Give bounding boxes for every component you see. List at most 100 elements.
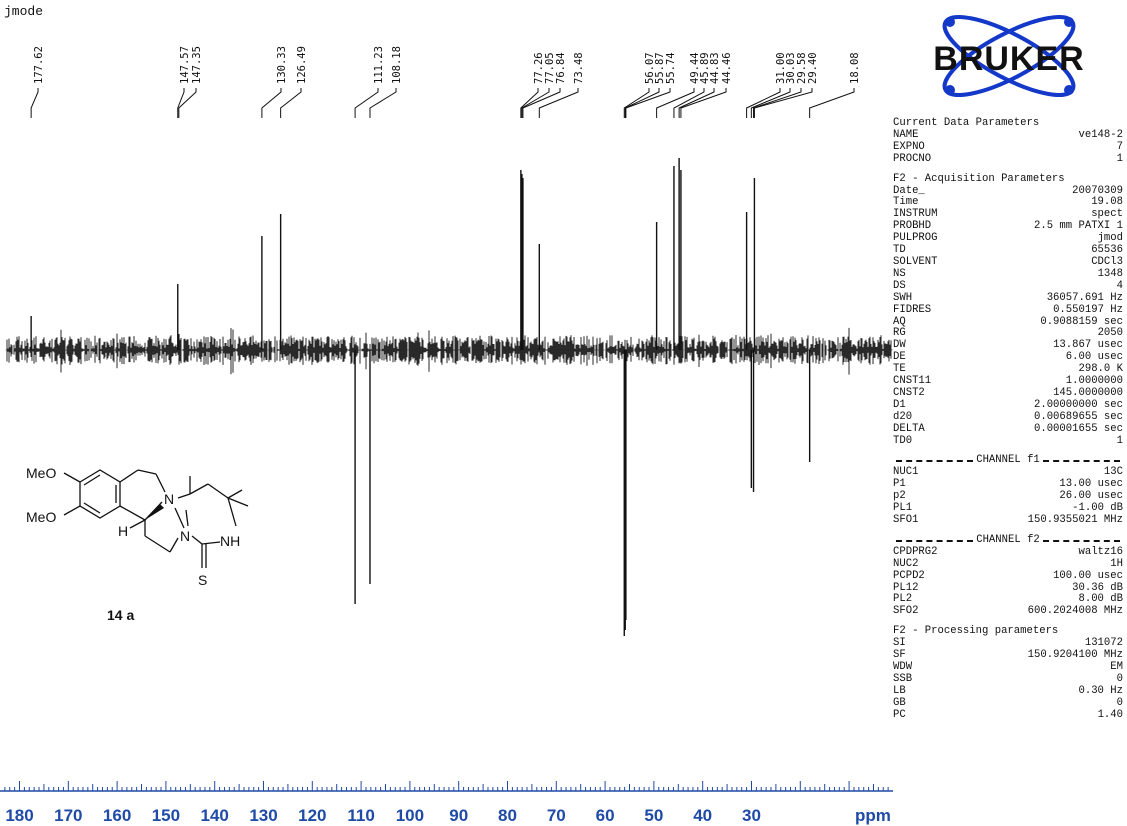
acquisition-param-row: PULPROG jmod — [893, 232, 1123, 245]
peak-connector-22 — [809, 88, 855, 118]
peak-label-7: 77.26 — [533, 52, 545, 84]
nitrogen-label-2: N — [180, 528, 190, 544]
nh-label: NH — [220, 533, 240, 549]
acquisition-param-row: TE 298.0 K — [893, 363, 1123, 376]
x-axis: 180 170 160 150 140 130 120 110 100 90 80 70 60 50 40 3… — [0, 781, 893, 824]
processing-param-row: SF 150.9204100 MHz — [893, 649, 1123, 662]
acquisition-param-row: AQ 0.9088159 sec — [893, 315, 1123, 328]
processing-param-row: LB 0.30 Hz — [893, 684, 1123, 697]
x-tick-label: 50 — [644, 806, 663, 824]
peak-label-20: 29.58 — [796, 52, 808, 84]
compound-label: 14 a — [107, 607, 135, 623]
peak-connector-11 — [623, 88, 650, 118]
peak-connector-20 — [753, 88, 802, 118]
peak-label-15: 45.89 — [699, 52, 711, 84]
peak-label-18: 31.00 — [775, 52, 787, 84]
acquisition-param-row: DE 6.00 usec — [893, 351, 1123, 364]
peak-label-12: 55.87 — [654, 52, 666, 84]
peak-connector-19 — [750, 88, 791, 118]
noise-trace — [5, 327, 893, 375]
peak-connector-4 — [280, 88, 302, 118]
peak-label-22: 18.08 — [849, 52, 861, 84]
peak-connector-1 — [177, 88, 185, 118]
peak-label-3: 130.33 — [276, 46, 288, 84]
x-tick-label: 160 — [103, 806, 131, 824]
channel-f1-param-row: PL1 -1.00 dB — [893, 502, 1123, 515]
channel-f2-param-row: NUC2 1H — [893, 557, 1123, 570]
channel-f2-param-row: PL2 8.00 dB — [893, 593, 1123, 606]
peak-label-11: 56.07 — [644, 52, 656, 84]
channel-f1-param-row: NUC1 13C — [893, 466, 1123, 479]
x-tick-label: 40 — [693, 806, 712, 824]
acquisition-param-row: D1 2.00000000 sec — [893, 398, 1123, 411]
x-tick-label: 150 — [152, 806, 180, 824]
molecule-structure: MeO MeO N N NH H S — [26, 465, 249, 588]
processing-param-row: PC 1.40 — [893, 708, 1123, 721]
x-tick-label: 60 — [596, 806, 615, 824]
acquisition-param-row: DS 4 — [893, 279, 1123, 292]
current-param-row: PROCNO 1 — [893, 152, 1123, 165]
ome-label-2: MeO — [26, 509, 56, 525]
peak-connector-18 — [746, 88, 781, 118]
channel-f2-param-row: SFO2 600.2024008 MHz — [893, 605, 1123, 618]
peak-label-6: 108.18 — [391, 46, 403, 84]
bruker-logo: BRUKER — [933, 15, 1084, 97]
x-tick-label: 80 — [498, 806, 517, 824]
peak-connector-7 — [520, 88, 539, 118]
peak-labels: 177.62 147.57 147.35 130.33 126.49 111.23 108.… — [30, 46, 861, 118]
peak-label-1: 147.57 — [179, 46, 191, 84]
peak-label-21: 29.40 — [807, 52, 819, 84]
x-tick-label: 170 — [54, 806, 82, 824]
peak-connector-0 — [30, 88, 39, 118]
sulfur-label: S — [198, 572, 207, 588]
peak-label-4: 126.49 — [296, 46, 308, 84]
channel-f1-param-row: P1 13.00 usec — [893, 478, 1123, 491]
peak-label-14: 49.44 — [689, 52, 701, 84]
processing-param-row: GB 0 — [893, 696, 1123, 709]
channel-f1-param-row: p2 26.00 usec — [893, 490, 1123, 503]
x-tick-label: 120 — [298, 806, 326, 824]
ome-label-1: MeO — [26, 465, 56, 481]
acquisition-param-row: INSTRUM spect — [893, 208, 1123, 221]
peak-connector-3 — [261, 88, 282, 118]
channel-f2-param-row: PCPD2 100.00 usec — [893, 569, 1123, 582]
peak-connector-2 — [178, 88, 197, 118]
acquisition-param-row: TD 65536 — [893, 244, 1123, 257]
processing-param-row: WDW EM — [893, 660, 1123, 673]
current-params-title: Current Data Parameters — [893, 117, 1040, 129]
channel-f1-title: CHANNEL f1 — [893, 455, 1123, 467]
peak-connector-14 — [656, 88, 695, 118]
peak-label-16: 44.83 — [709, 52, 721, 84]
acquisition-param-row: DW 13.867 usec — [893, 339, 1123, 352]
current-param-row: EXPNO 7 — [893, 140, 1123, 153]
channel-f2-title: CHANNEL f2 — [893, 534, 1123, 547]
peak-connector-17 — [680, 88, 727, 118]
acquisition-param-row: NS 1348 — [893, 267, 1123, 280]
x-tick-label: 180 — [5, 806, 33, 824]
nitrogen-label-1: N — [164, 491, 174, 507]
current-param-row: NAME ve148-2 — [893, 128, 1123, 141]
acquisition-param-row: Date_ 20070309 — [893, 184, 1123, 197]
peak-label-8: 77.05 — [544, 52, 556, 84]
processing-params-title: F2 - Processing parameters — [893, 625, 1059, 638]
peak-connector-9 — [522, 88, 561, 118]
molecule-bonds — [63, 469, 249, 568]
acquisition-param-row: DELTA 0.00001655 sec — [893, 422, 1123, 435]
baseline-noise — [5, 327, 893, 375]
hydrogen-label: H — [118, 523, 128, 539]
acquisition-param-row: RG 2050 — [893, 327, 1123, 340]
x-tick-label: 130 — [249, 806, 277, 824]
acquisition-param-row: SWH 36057.691 Hz — [893, 291, 1123, 304]
x-tick-label: 100 — [396, 806, 424, 824]
peak-label-10: 73.48 — [573, 52, 585, 84]
peak-connector-6 — [369, 88, 397, 118]
peaks — [30, 158, 811, 636]
peak-label-19: 30.03 — [785, 52, 797, 84]
peak-connector-12 — [624, 88, 660, 118]
acquisition-param-row: PROBHD 2.5 mm PATXI 1 — [893, 220, 1123, 233]
x-tick-label: 70 — [547, 806, 566, 824]
x-tick-label: 30 — [742, 806, 761, 824]
acquisition-param-row: TD0 1 — [893, 434, 1123, 447]
peak-label-5: 111.23 — [373, 46, 385, 84]
channel-f1-param-row: SFO1 150.9355021 MHz — [893, 514, 1123, 526]
